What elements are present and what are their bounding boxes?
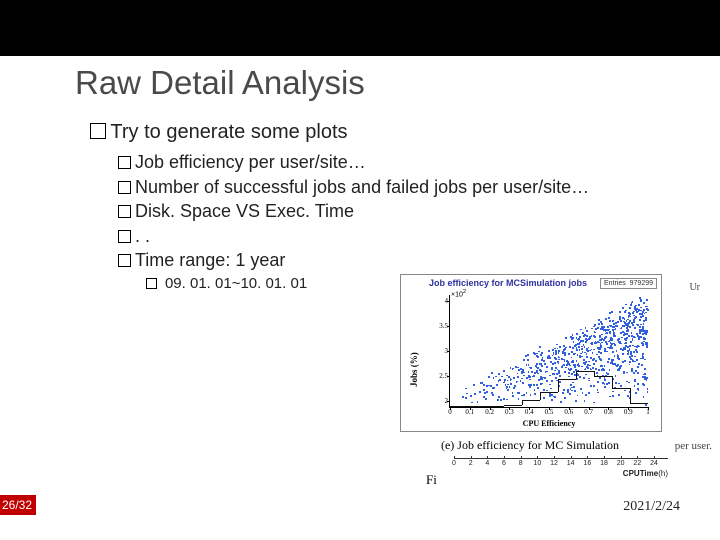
bullet-level2: Job efficiency per user/site…	[90, 151, 650, 174]
box-bullet-icon	[118, 205, 131, 218]
lower-tick: 14	[567, 460, 575, 467]
bullet-text: 09. 01. 01~10. 01. 01	[161, 275, 307, 292]
x-axis-label: CPU Efficiency	[523, 419, 576, 428]
lower-tick: 0	[452, 460, 456, 467]
box-bullet-icon	[90, 123, 106, 139]
footer-date: 2021/2/24	[623, 499, 680, 515]
box-bullet-icon	[118, 156, 131, 169]
chart-stats-box: Entries 979299	[600, 278, 657, 289]
body-text: Try to generate some plots Job efficienc…	[90, 120, 650, 295]
slide-title: Raw Detail Analysis	[75, 64, 365, 102]
lower-tick: 8	[519, 460, 523, 467]
bullet-text: Disk. Space VS Exec. Time	[135, 201, 354, 221]
box-bullet-icon	[118, 230, 131, 243]
lower-axis-unit: (h)	[658, 469, 668, 478]
stats-label: Entries	[604, 280, 626, 287]
slide: Raw Detail Analysis Try to generate some…	[0, 0, 720, 540]
top-black-band	[0, 0, 720, 56]
chart-caption: (e) Job efficiency for MC Simulation	[400, 438, 660, 453]
lower-tick: 20	[617, 460, 625, 467]
bullet-level2: Disk. Space VS Exec. Time	[90, 200, 650, 223]
bullet-text: Number of successful jobs and failed job…	[135, 177, 589, 197]
lower-tick: 22	[633, 460, 641, 467]
cut-text-right-2: per user.	[675, 440, 712, 452]
page-number-badge: 26/32	[0, 495, 36, 515]
lower-tick: 6	[502, 460, 506, 467]
chart-container: Job efficiency for MCSimulation jobs Ent…	[400, 274, 680, 447]
lower-tick: 16	[583, 460, 591, 467]
cut-text-right: Ur	[689, 282, 700, 293]
stats-value: 979299	[630, 280, 653, 287]
lower-tick: 10	[533, 460, 541, 467]
bullet-level1: Try to generate some plots	[90, 120, 650, 145]
lower-axis-label: CPUTime	[623, 469, 658, 478]
plot-area: 43.532.5200.10.20.30.40.50.60.70.80.91	[449, 295, 648, 408]
bullet-text: Try to generate some plots	[110, 121, 347, 143]
figure-label-cut: Fi	[426, 472, 437, 488]
lower-tick: 2	[469, 460, 473, 467]
bullet-level2: Number of successful jobs and failed job…	[90, 176, 650, 199]
bullet-text: . .	[135, 226, 150, 246]
box-bullet-icon	[118, 254, 131, 267]
bullet-level2: . .	[90, 225, 650, 248]
lower-tick: 24	[650, 460, 658, 467]
box-bullet-icon	[146, 278, 157, 289]
lower-axis-ticks: 024681012141618202224	[454, 458, 668, 469]
box-bullet-icon	[118, 181, 131, 194]
bullet-text: Time range: 1 year	[135, 250, 285, 270]
bullet-level2: Time range: 1 year	[90, 249, 650, 272]
chart-title: Job efficiency for MCSimulation jobs	[429, 278, 587, 288]
bullet-text: Job efficiency per user/site…	[135, 152, 366, 172]
lower-tick: 4	[485, 460, 489, 467]
lower-axis-fragment: 024681012141618202224 CPUTime(h)	[454, 458, 668, 478]
chart-box: Job efficiency for MCSimulation jobs Ent…	[400, 274, 662, 432]
y-axis-label: Jobs (%)	[409, 352, 419, 387]
lower-tick: 12	[550, 460, 558, 467]
lower-tick: 18	[600, 460, 608, 467]
